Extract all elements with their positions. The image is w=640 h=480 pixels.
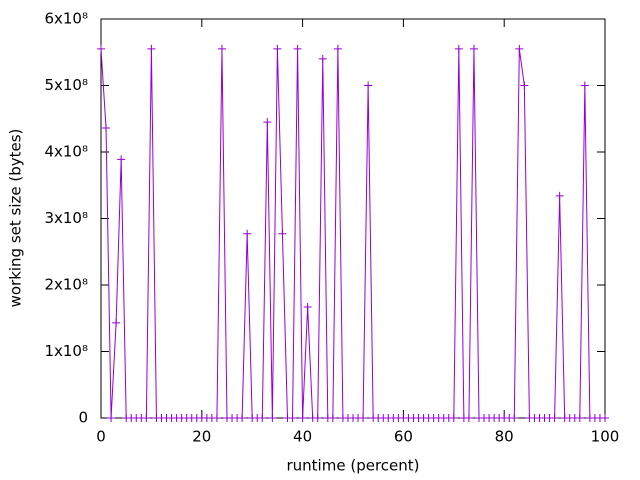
point-marker (298, 414, 307, 422)
point-marker (333, 44, 342, 53)
point-marker (217, 44, 226, 53)
point-marker (293, 44, 302, 53)
point-marker (97, 44, 105, 53)
point-marker (107, 414, 116, 422)
point-marker (520, 81, 529, 90)
point-marker (263, 118, 272, 127)
point-marker (515, 44, 524, 53)
plot-border (100, 18, 606, 419)
y-tick-label: 2x10⁸ (44, 276, 88, 294)
point-marker (575, 414, 584, 422)
point-marker (303, 302, 312, 311)
point-marker (142, 414, 151, 422)
point-marker (359, 414, 368, 422)
point-marker (238, 414, 247, 422)
y-tick-label: 1x10⁸ (44, 342, 88, 360)
point-marker (469, 44, 478, 53)
point-marker (117, 155, 126, 164)
point-marker (580, 81, 589, 90)
point-marker (273, 44, 282, 53)
y-tick-label: 4x10⁸ (44, 143, 88, 161)
x-tick-label: 60 (394, 428, 413, 446)
point-marker (278, 229, 287, 238)
point-marker (258, 414, 267, 422)
point-marker (212, 414, 221, 422)
point-marker (555, 191, 564, 200)
point-marker (449, 414, 458, 422)
x-tick-label: 80 (495, 428, 514, 446)
y-tick-label: 3x10⁸ (44, 209, 88, 227)
point-marker (243, 229, 252, 238)
point-marker (464, 414, 473, 422)
point-marker (550, 414, 559, 422)
x-tick-label: 40 (293, 428, 312, 446)
x-tick-label: 0 (96, 428, 106, 446)
y-tick-label: 5x10⁸ (44, 76, 88, 94)
x-tick-label: 20 (192, 428, 211, 446)
point-marker (102, 124, 111, 133)
point-marker (364, 81, 373, 90)
point-marker (318, 54, 327, 63)
point-marker (268, 414, 277, 422)
x-axis-label: runtime (percent) (287, 457, 420, 475)
point-marker (328, 414, 337, 422)
point-marker (510, 414, 519, 422)
data-line (100, 48, 605, 419)
point-marker (288, 414, 297, 422)
y-tick-label: 0 (78, 409, 88, 427)
point-marker (601, 414, 609, 422)
x-tick-label: 100 (591, 428, 620, 446)
y-tick-label: 6x10⁸ (44, 10, 88, 28)
point-marker (313, 414, 322, 422)
point-marker (112, 318, 121, 327)
point-marker (454, 44, 463, 53)
y-axis-label: working set size (bytes) (7, 129, 25, 308)
point-marker (147, 44, 156, 53)
